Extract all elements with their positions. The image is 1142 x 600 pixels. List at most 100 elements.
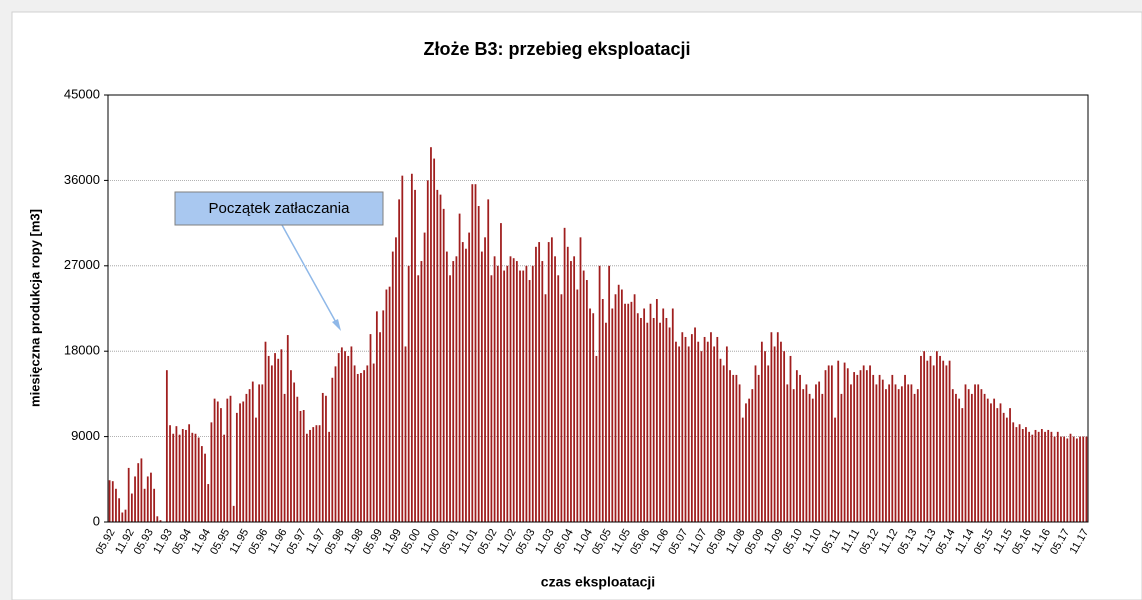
bar — [865, 370, 868, 522]
bar — [258, 384, 261, 522]
bar — [942, 360, 945, 522]
bar — [134, 476, 136, 522]
bar — [904, 374, 906, 522]
bar — [745, 403, 747, 522]
bar — [118, 498, 121, 522]
bar — [1053, 436, 1056, 522]
bar — [137, 463, 140, 522]
bar — [970, 393, 973, 522]
bar — [999, 403, 1002, 522]
bar — [980, 389, 983, 522]
bar — [560, 294, 563, 522]
bar — [649, 303, 652, 522]
bar — [1069, 433, 1072, 522]
bar — [843, 362, 846, 522]
bar — [729, 370, 731, 522]
bar — [347, 355, 350, 522]
bar — [267, 355, 270, 522]
bar — [449, 275, 451, 522]
bar — [993, 398, 996, 522]
bar — [465, 248, 467, 522]
bar — [900, 386, 903, 522]
bar — [1015, 427, 1018, 522]
bar — [958, 398, 961, 522]
bar — [592, 313, 595, 522]
bar — [916, 389, 919, 522]
bar — [477, 206, 480, 522]
bar — [655, 299, 658, 522]
bar — [585, 280, 588, 522]
bar — [643, 308, 646, 522]
bar — [340, 347, 343, 522]
bar — [197, 437, 200, 522]
bar — [490, 275, 493, 522]
bar — [290, 370, 292, 522]
annotation-arrow — [281, 224, 339, 327]
bar — [210, 422, 213, 522]
bar — [760, 341, 763, 522]
bar — [630, 301, 633, 522]
bar — [700, 351, 703, 522]
bar — [455, 256, 458, 522]
bar — [509, 256, 512, 522]
bar — [773, 346, 776, 522]
bar — [207, 484, 210, 522]
bar — [907, 384, 910, 522]
bar — [220, 408, 222, 522]
bar — [538, 242, 541, 523]
bar — [522, 270, 525, 522]
bar — [789, 355, 792, 522]
bar — [515, 261, 518, 522]
bar — [897, 389, 900, 522]
bar — [703, 336, 706, 522]
bar — [783, 351, 786, 522]
bar — [967, 389, 970, 522]
bar — [935, 351, 938, 522]
bar — [261, 384, 264, 522]
bar — [366, 365, 369, 522]
bar — [436, 189, 439, 522]
bar — [178, 434, 181, 522]
bar — [983, 393, 986, 522]
bar — [818, 381, 821, 522]
bar — [153, 488, 156, 522]
bar — [834, 417, 836, 522]
bar — [255, 417, 257, 522]
bar — [293, 382, 296, 522]
bar — [1056, 431, 1059, 522]
bar — [573, 256, 576, 522]
bar — [945, 365, 948, 522]
bar — [837, 360, 840, 522]
bar — [697, 341, 700, 522]
bar — [213, 398, 216, 522]
bar — [888, 384, 891, 522]
bar — [226, 398, 229, 522]
bar — [764, 351, 766, 522]
bar — [786, 384, 789, 522]
bar — [484, 237, 486, 523]
bar — [894, 384, 897, 522]
bar — [239, 403, 241, 522]
bar — [885, 389, 887, 522]
bar — [1028, 431, 1031, 522]
bar — [111, 481, 114, 522]
bar — [748, 398, 751, 522]
bar — [770, 332, 773, 522]
bar — [662, 308, 665, 522]
bar — [395, 237, 397, 523]
bar — [986, 398, 989, 522]
bar — [124, 509, 127, 522]
plot: 090001800027000360004500005.9211.9205.93… — [64, 86, 1091, 556]
bar — [169, 425, 171, 522]
bar — [598, 265, 601, 522]
bar — [321, 392, 324, 522]
bar — [926, 360, 929, 522]
bar — [605, 322, 607, 522]
bar — [519, 270, 521, 522]
bar — [426, 180, 429, 522]
bar — [678, 346, 681, 522]
bar — [767, 365, 770, 522]
bar — [185, 429, 187, 522]
y-tick-label: 45000 — [64, 86, 100, 101]
bar — [172, 433, 175, 522]
